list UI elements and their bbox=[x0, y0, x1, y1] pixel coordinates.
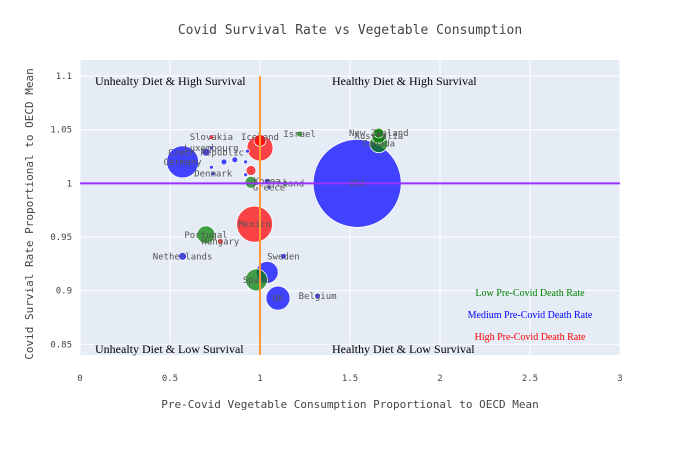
bubble-medium bbox=[220, 158, 228, 166]
x-tick-label: 1 bbox=[257, 374, 262, 384]
bubble-high bbox=[216, 237, 224, 245]
x-axis-title: Pre-Covid Vegetable Consumption Proporti… bbox=[161, 398, 539, 411]
point-label: Hungary bbox=[201, 237, 240, 247]
bubble-medium bbox=[210, 171, 216, 177]
point-label: Belgium bbox=[299, 292, 337, 302]
bubble-medium bbox=[243, 159, 249, 165]
bubble-medium bbox=[201, 147, 211, 157]
point-label: Spain bbox=[243, 276, 270, 286]
x-tick-label: 3 bbox=[617, 374, 622, 384]
point-label: Denmark bbox=[194, 170, 233, 180]
legend-entry-high: High Pre-Covid Death Rate bbox=[475, 332, 586, 343]
reference-lines bbox=[80, 76, 620, 355]
bubble-low bbox=[296, 130, 304, 138]
bubble-low bbox=[244, 175, 258, 189]
y-tick-label: 0.95 bbox=[50, 233, 72, 243]
bubble-medium bbox=[166, 145, 200, 179]
legend-entry-low: Low Pre-Covid Death Rate bbox=[475, 288, 585, 299]
y-tick-label: 1.05 bbox=[50, 126, 72, 136]
x-tick-label: 0 bbox=[77, 374, 82, 384]
y-tick-label: 0.85 bbox=[50, 340, 72, 350]
x-tick-label: 2.5 bbox=[522, 374, 538, 384]
bubble-medium bbox=[244, 148, 250, 154]
bubble-high bbox=[236, 205, 274, 243]
point-label: Luxembourg bbox=[184, 144, 238, 154]
point-label: Slovakia bbox=[190, 133, 233, 143]
point-label: Portugal bbox=[184, 231, 227, 241]
bubble-medium bbox=[314, 292, 322, 300]
bubble-high bbox=[208, 134, 215, 141]
bubble-medium bbox=[243, 172, 249, 178]
x-tick-label: 1.5 bbox=[342, 374, 358, 384]
bubble-medium bbox=[178, 251, 188, 261]
point-label: Israel bbox=[283, 130, 316, 140]
point-label: New Zealand bbox=[349, 129, 409, 139]
y-axis-title: Covid Survial Rate Proportional to OECD … bbox=[23, 68, 36, 359]
point-label: Australia bbox=[354, 132, 403, 142]
x-tick-labels: 0 0.5 1 1.5 2 2.5 3 bbox=[77, 374, 622, 384]
bubble-medium bbox=[265, 285, 291, 311]
bubble-medium bbox=[266, 185, 272, 191]
y-tick-labels: 0.85 0.9 0.95 1 1.05 1.1 bbox=[50, 72, 72, 350]
point-label: Greece bbox=[253, 184, 286, 194]
bubble-low bbox=[244, 268, 268, 292]
bubble-low bbox=[373, 127, 385, 139]
quadrant-label-top-left: Unhealty Diet & High Survival bbox=[95, 74, 246, 88]
point-label: Canada bbox=[363, 140, 396, 150]
quadrant-label-bottom-right: Healthy Diet & Low Survival bbox=[332, 342, 475, 356]
point-label: UK bbox=[273, 294, 284, 304]
point-label: Czech Republic bbox=[168, 148, 244, 158]
y-tick-label: 0.9 bbox=[56, 287, 72, 297]
bubble-medium bbox=[231, 156, 239, 164]
bubble-medium bbox=[208, 145, 214, 151]
x-tick-label: 2 bbox=[437, 374, 442, 384]
y-tick-label: 1 bbox=[67, 179, 72, 189]
legend-entry-medium: Medium Pre-Covid Death Rate bbox=[468, 310, 593, 321]
bubble-medium bbox=[208, 164, 214, 170]
bubble-low bbox=[196, 225, 216, 245]
quadrant-label-bottom-left: Unhealty Diet & Low Survival bbox=[95, 342, 244, 356]
point-label: Sweden bbox=[267, 252, 300, 262]
y-tick-label: 1.1 bbox=[56, 72, 72, 82]
point-label: Korea bbox=[254, 177, 281, 187]
quadrant-label-top-right: Healthy Diet & High Survival bbox=[332, 74, 477, 88]
point-label: Mexico bbox=[238, 220, 271, 230]
bubble-medium bbox=[279, 252, 287, 260]
point-label: Netherlands bbox=[153, 252, 213, 262]
x-tick-label: 0.5 bbox=[162, 374, 178, 384]
bubble-high bbox=[245, 165, 257, 176]
chart-title: Covid Survival Rate vs Vegetable Consump… bbox=[178, 23, 522, 38]
point-label: Germany bbox=[164, 158, 203, 168]
